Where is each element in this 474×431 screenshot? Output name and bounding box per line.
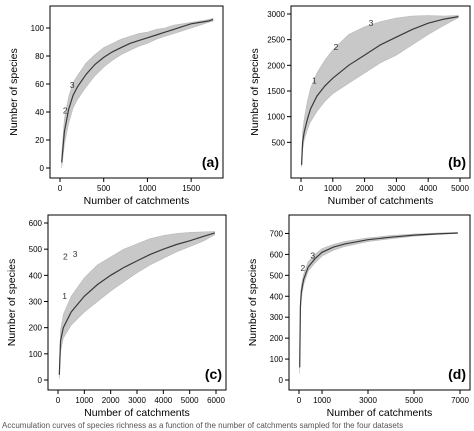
x-tick-label: 0 (299, 184, 304, 193)
x-axis-label: Number of catchments (84, 407, 190, 419)
curve-annotation: 3 (310, 251, 315, 261)
curve-annotation: 3 (73, 249, 78, 259)
y-axis-label: Number of species (249, 48, 261, 136)
x-tick-label: 2000 (356, 184, 374, 193)
plot-frame (49, 5, 224, 179)
confidence-band (61, 17, 214, 169)
y-axis-label: Number of species (6, 259, 18, 347)
x-tick-label: 0 (297, 396, 302, 405)
y-tick-label: 1500 (267, 87, 285, 96)
x-tick-label: 5000 (405, 396, 423, 405)
y-tick-label: 20 (35, 136, 44, 145)
y-tick-label: 500 (29, 245, 43, 254)
x-tick-label: 2000 (102, 396, 120, 405)
confidence-band (301, 15, 459, 168)
y-tick-label: 100 (31, 24, 45, 33)
curve-annotation: 3 (369, 18, 374, 28)
plot-frame (288, 214, 471, 391)
confidence-band (299, 232, 459, 374)
x-tick-label: 3000 (388, 184, 406, 193)
x-tick-label: 1000 (75, 396, 93, 405)
x-tick-label: 3000 (128, 396, 146, 405)
x-tick-label: 3000 (359, 396, 377, 405)
x-tick-label: 1000 (324, 184, 342, 193)
accumulation-curve (58, 232, 215, 375)
y-axis-label: Number of species (247, 259, 259, 347)
curve-annotation: 1 (62, 291, 67, 301)
x-tick-label: 1000 (139, 184, 157, 193)
y-tick-label: 2000 (267, 61, 285, 70)
curve-annotation: 2 (63, 252, 68, 262)
y-tick-label: 100 (29, 350, 43, 359)
y-tick-label: 1000 (267, 113, 285, 122)
curve-annotation: 1 (312, 75, 317, 85)
chart-panel-2: 0 1000 2000 3000 4000 5000 500 1000 1500 2000 2500… (249, 5, 471, 207)
y-tick-label: 100 (270, 355, 284, 364)
chart-panel-1: 0 500 1000 1500 0 20 40 60 80 100 Number of catchm… (8, 5, 224, 207)
curve-annotation: 2 (334, 42, 339, 52)
x-axis-label: Number of catchments (84, 195, 190, 207)
x-tick-label: 0 (58, 184, 63, 193)
accumulation-curve (299, 232, 458, 368)
figure-caption: Accumulation curves of species richness … (2, 421, 404, 430)
plot-frame (290, 5, 471, 179)
chart-panel-3: 0 1000 2000 3000 4000 5000 6000 0 100 200 300 400 50… (6, 214, 227, 419)
panel-label: (b) (448, 154, 466, 170)
y-tick-label: 300 (270, 313, 284, 322)
y-tick-label: 200 (29, 324, 43, 333)
y-tick-label: 400 (29, 271, 43, 280)
y-tick-label: 2500 (267, 36, 285, 45)
x-tick-label: 7000 (451, 396, 469, 405)
y-tick-label: 200 (270, 334, 284, 343)
x-tick-label: 500 (97, 184, 111, 193)
panel-label: (a) (202, 154, 219, 170)
panel-label: (c) (205, 366, 222, 382)
y-tick-label: 0 (38, 376, 43, 385)
y-axis-label: Number of species (8, 48, 20, 136)
x-tick-label: 6000 (207, 396, 225, 405)
y-tick-label: 0 (279, 376, 284, 385)
y-tick-label: 500 (270, 271, 284, 280)
x-axis-label: Number of catchments (328, 195, 434, 207)
x-axis-label: Number of catchments (327, 407, 433, 419)
y-tick-label: 700 (270, 229, 284, 238)
panel-label: (d) (448, 366, 466, 382)
y-tick-label: 40 (35, 108, 44, 117)
x-tick-label: 1500 (182, 184, 200, 193)
y-tick-label: 80 (35, 52, 44, 61)
x-tick-label: 5000 (451, 184, 469, 193)
accumulation-curve (61, 19, 214, 163)
chart-panel-4: 0 1000 3000 5000 7000 0 100 200 300 400 500 600 700 N… (247, 214, 471, 419)
confidence-band (58, 231, 215, 379)
y-tick-label: 0 (40, 164, 45, 173)
x-tick-label: 0 (56, 396, 61, 405)
y-tick-label: 3000 (267, 10, 285, 19)
curve-annotation: 2 (301, 263, 306, 273)
curve-annotation: 3 (70, 80, 75, 90)
x-tick-label: 5000 (181, 396, 199, 405)
y-tick-label: 60 (35, 80, 44, 89)
x-tick-label: 1000 (313, 396, 331, 405)
y-tick-label: 300 (29, 298, 43, 307)
y-tick-label: 400 (270, 292, 284, 301)
x-tick-label: 4000 (419, 184, 437, 193)
accumulation-curve (301, 16, 459, 165)
x-tick-label: 4000 (154, 396, 172, 405)
y-tick-label: 600 (270, 250, 284, 259)
y-tick-label: 500 (272, 138, 286, 147)
y-tick-label: 600 (29, 219, 43, 228)
curve-annotation: 2 (63, 105, 68, 115)
